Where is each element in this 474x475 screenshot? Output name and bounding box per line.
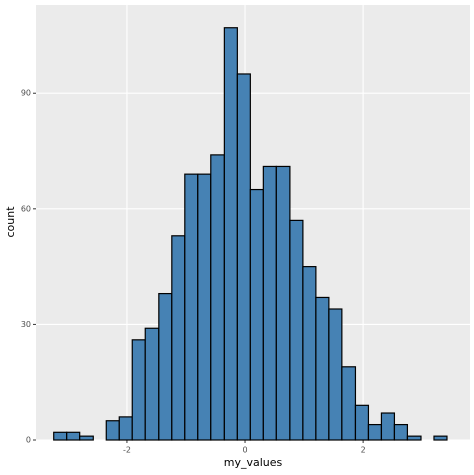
x-tick-label: 2 <box>361 446 366 455</box>
bar <box>105 420 120 441</box>
y-tick-label: 90 <box>21 89 31 98</box>
bar <box>289 219 304 441</box>
bar <box>262 165 277 441</box>
bar <box>275 165 291 441</box>
bar <box>328 308 343 441</box>
bar <box>236 73 251 441</box>
y-tick-label: 0 <box>26 436 31 445</box>
bar <box>197 173 212 441</box>
bar <box>158 292 173 441</box>
bar <box>144 327 160 441</box>
bar <box>341 366 357 441</box>
bar <box>223 27 238 441</box>
bar <box>118 416 133 441</box>
bar <box>433 435 448 441</box>
bar <box>315 296 330 441</box>
bar <box>393 423 409 441</box>
x-tick-label: 0 <box>242 446 247 455</box>
bar <box>380 412 396 441</box>
bar <box>79 435 94 441</box>
bar <box>53 431 68 441</box>
bar <box>249 188 264 441</box>
bar <box>184 173 199 441</box>
bar <box>66 431 81 441</box>
x-axis-title: my_values <box>224 456 283 469</box>
x-tick-label: -2 <box>123 446 131 455</box>
bar <box>210 154 225 441</box>
bar <box>171 235 186 441</box>
y-tick-label: 60 <box>21 204 31 213</box>
y-axis-title: count <box>4 206 17 238</box>
bar <box>302 266 317 441</box>
bar <box>354 404 370 441</box>
y-tick-label: 30 <box>21 320 31 329</box>
bar <box>406 435 422 441</box>
bar <box>131 339 146 441</box>
bar <box>367 423 383 441</box>
